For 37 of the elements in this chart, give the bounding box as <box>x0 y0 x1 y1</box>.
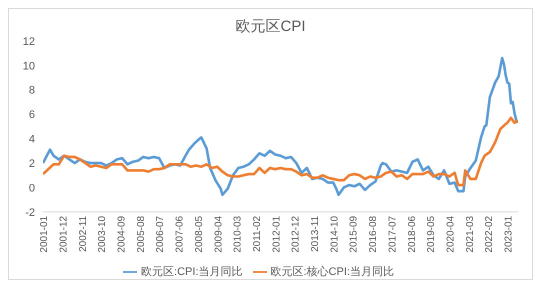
y-tick-label: 12 <box>22 36 35 48</box>
x-tick-label: 2001-01 <box>39 215 50 253</box>
line-series <box>43 116 518 186</box>
legend-label: 欧元区:CPI:当月同比 <box>141 266 242 278</box>
x-tick-label: 2006-07 <box>155 215 166 253</box>
x-tick-label: 2023-01 <box>504 215 515 253</box>
x-tick-label: 2022-02 <box>484 215 496 253</box>
x-tick-label: 2011-02 <box>252 215 263 252</box>
x-tick-label: 2020-04 <box>445 215 456 253</box>
x-tick-label: 2003-10 <box>97 215 108 253</box>
y-tick-label: 4 <box>28 134 35 146</box>
x-tick-label: 2015-09 <box>348 215 360 253</box>
x-tick-label: 2019-05 <box>426 215 438 253</box>
y-tick-label: 6 <box>28 109 35 122</box>
x-tick-label: 2013-11 <box>310 215 322 252</box>
y-tick-label: -2 <box>25 206 35 219</box>
y-tick-label: 8 <box>28 84 35 97</box>
y-tick-label: 10 <box>22 60 35 72</box>
y-tick-label: 2 <box>28 158 35 170</box>
x-tick-label: 2012-12 <box>290 215 302 253</box>
x-tick-label: 2007-06 <box>174 215 186 253</box>
x-tick-label: 2002-11 <box>78 215 89 252</box>
x-tick-label: 2004-09 <box>116 215 128 253</box>
x-tick-label: 2005-08 <box>136 215 147 253</box>
x-tick-label: 2010-03 <box>232 215 244 253</box>
x-tick-label: 2001-12 <box>58 215 70 253</box>
legend-label: 欧元区:核心CPI:当月同比 <box>270 266 394 278</box>
x-tick-label: 2018-06 <box>406 215 418 253</box>
x-tick-label: 2012-01 <box>271 215 282 253</box>
x-tick-label: 2021-03 <box>464 215 476 253</box>
x-tick-label: 2008-05 <box>194 215 205 253</box>
x-tick-label: 2016-08 <box>368 215 380 253</box>
y-tick-label: 0 <box>28 182 35 194</box>
x-tick-label: 2009-04 <box>213 215 224 253</box>
x-tick-label: 2017-07 <box>387 215 398 253</box>
chart-title: 欧元区CPI <box>234 17 306 37</box>
x-tick-label: 2014-10 <box>329 215 340 253</box>
